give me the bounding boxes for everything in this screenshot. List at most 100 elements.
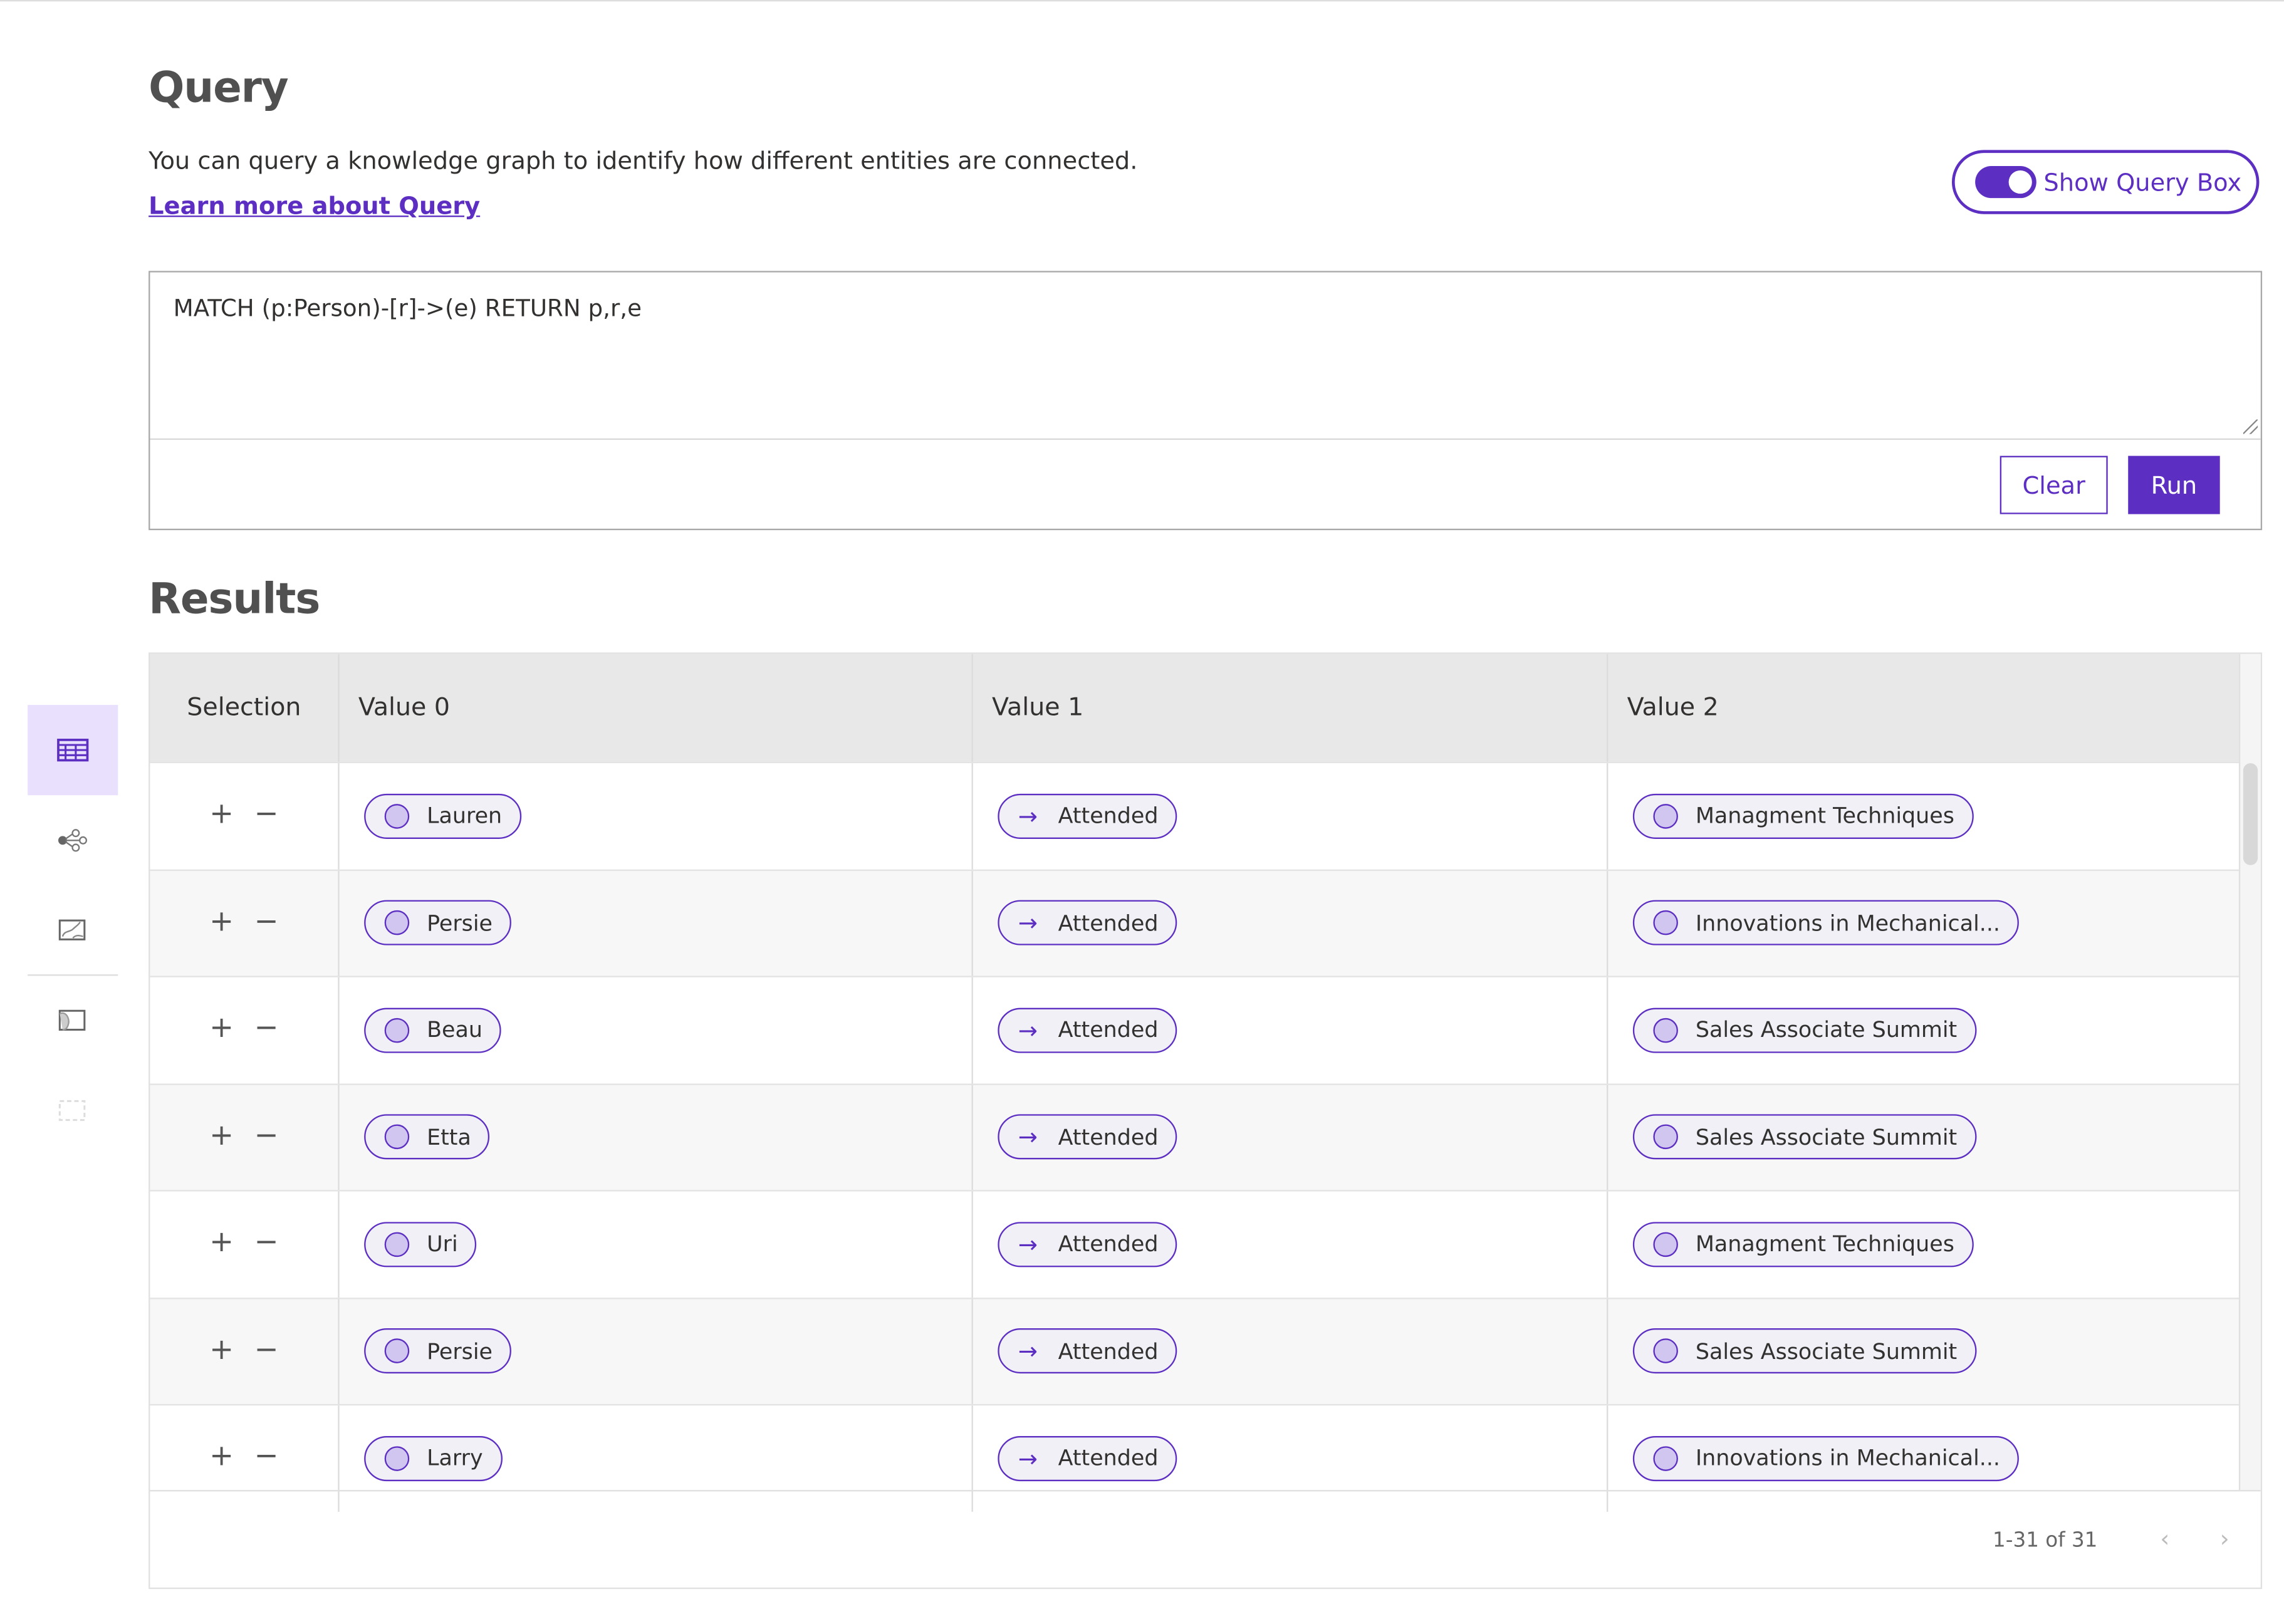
relationship-pill[interactable]: → Attended <box>998 793 1177 839</box>
entity-label: Innovations in Mechanical... <box>1695 1445 2001 1472</box>
column-header-value-1: Value 1 <box>973 653 1609 762</box>
add-selection-button[interactable]: + <box>209 1116 234 1152</box>
graph-icon <box>58 829 88 852</box>
add-selection-button[interactable]: + <box>209 1009 234 1045</box>
table-row: + − Etta → Attended Sales Associate Summi… <box>150 1083 2243 1190</box>
table-body: + − Lauren → Attended Managment Technique… <box>150 761 2243 1511</box>
relationship-pill[interactable]: → Attended <box>998 900 1177 946</box>
table-row: + − Larry → Attended Innovations in Mecha… <box>150 1403 2243 1511</box>
entity-pill[interactable]: Larry <box>364 1435 502 1481</box>
results-title: Results <box>149 573 320 623</box>
entity-pill[interactable]: Etta <box>364 1114 491 1160</box>
value-0-cell: Larry <box>340 1405 973 1511</box>
entity-pill[interactable]: Sales Associate Summit <box>1632 1114 1976 1160</box>
entity-node-icon <box>1653 1232 1678 1257</box>
arrow-right-icon: → <box>1018 802 1038 830</box>
sidebar-item-chart[interactable] <box>28 885 118 976</box>
entity-node-icon <box>384 803 410 829</box>
query-box: MATCH (p:Person)-[r]->(e) RETURN p,r,e C… <box>149 271 2263 531</box>
entity-label: Persie <box>427 910 493 937</box>
learn-more-link[interactable]: Learn more about Query <box>149 192 481 221</box>
remove-selection-button[interactable]: − <box>254 1009 279 1045</box>
table-row: + − Beau → Attended Sales Associate Summi… <box>150 976 2243 1083</box>
sidebar-item-map[interactable] <box>28 976 118 1066</box>
remove-selection-button[interactable]: − <box>254 795 279 831</box>
entity-pill[interactable]: Innovations in Mechanical... <box>1632 900 2020 946</box>
entity-label: Managment Techniques <box>1695 1231 1954 1257</box>
add-selection-button[interactable]: + <box>209 902 234 938</box>
selection-cell: + − <box>150 1191 340 1298</box>
entity-node-icon <box>384 1125 410 1150</box>
relationship-label: Attended <box>1058 803 1159 830</box>
entity-node-icon <box>384 1338 410 1364</box>
remove-selection-button[interactable]: − <box>254 1224 279 1259</box>
entity-node-icon <box>384 1445 410 1471</box>
map-icon <box>58 1009 86 1031</box>
value-0-cell: Etta <box>340 1084 973 1190</box>
relationship-pill[interactable]: → Attended <box>998 1435 1177 1481</box>
relationship-pill[interactable]: → Attended <box>998 1114 1177 1160</box>
resize-handle-icon[interactable] <box>2243 419 2258 434</box>
remove-selection-button[interactable]: − <box>254 1437 279 1473</box>
entity-pill[interactable]: Managment Techniques <box>1632 793 1974 839</box>
entity-node-icon <box>1653 1125 1678 1150</box>
column-header-selection: Selection <box>150 653 340 762</box>
pagination-info: 1-31 of 31 <box>1993 1529 2098 1553</box>
entity-pill[interactable]: Persie <box>364 900 512 946</box>
entity-pill[interactable]: Persie <box>364 1328 512 1374</box>
entity-pill[interactable]: Uri <box>364 1221 477 1267</box>
value-2-cell: Sales Associate Summit <box>1608 977 2243 1083</box>
relationship-label: Attended <box>1058 910 1159 937</box>
query-input[interactable]: MATCH (p:Person)-[r]->(e) RETURN p,r,e <box>150 273 2261 440</box>
next-page-icon[interactable]: › <box>2219 1524 2229 1553</box>
value-1-cell: → Attended <box>973 870 1609 976</box>
prev-page-icon[interactable]: ‹ <box>2160 1524 2170 1553</box>
relationship-pill[interactable]: → Attended <box>998 1007 1177 1053</box>
table-row: + − Lauren → Attended Managment Technique… <box>150 761 2243 869</box>
entity-label: Lauren <box>427 803 503 830</box>
remove-selection-button[interactable]: − <box>254 902 279 938</box>
entity-pill[interactable]: Beau <box>364 1007 502 1053</box>
add-selection-button[interactable]: + <box>209 1331 234 1366</box>
relationship-pill[interactable]: → Attended <box>998 1328 1177 1374</box>
entity-label: Larry <box>427 1445 483 1472</box>
entity-pill[interactable]: Sales Associate Summit <box>1632 1328 1976 1374</box>
remove-selection-button[interactable]: − <box>254 1116 279 1152</box>
entity-node-icon <box>1653 1018 1678 1043</box>
toggle-knob <box>2008 170 2032 194</box>
value-2-cell: Sales Associate Summit <box>1608 1085 2243 1190</box>
relationship-label: Attended <box>1058 1231 1159 1257</box>
relationship-label: Attended <box>1058 1017 1159 1043</box>
clear-button[interactable]: Clear <box>2000 455 2108 514</box>
map-disabled-icon <box>58 1100 86 1122</box>
sidebar-item-table[interactable] <box>28 705 118 796</box>
entity-pill[interactable]: Innovations in Mechanical... <box>1632 1435 2020 1481</box>
value-1-cell: → Attended <box>973 1191 1609 1298</box>
remove-selection-button[interactable]: − <box>254 1331 279 1366</box>
value-0-cell: Persie <box>340 870 973 976</box>
sidebar-item-graph[interactable] <box>28 795 118 885</box>
entity-label: Beau <box>427 1017 482 1043</box>
run-button[interactable]: Run <box>2128 455 2220 514</box>
entity-pill[interactable]: Managment Techniques <box>1632 1221 1974 1267</box>
value-1-cell: → Attended <box>973 977 1609 1083</box>
value-2-cell: Innovations in Mechanical... <box>1608 1405 2243 1511</box>
toggle-switch[interactable] <box>1975 166 2036 199</box>
entity-pill[interactable]: Sales Associate Summit <box>1632 1007 1976 1053</box>
table-scrollbar[interactable] <box>2238 653 2261 1491</box>
entity-node-icon <box>1653 1338 1678 1364</box>
selection-cell: + − <box>150 1298 340 1404</box>
add-selection-button[interactable]: + <box>209 1437 234 1473</box>
entity-pill[interactable]: Lauren <box>364 793 521 839</box>
arrow-right-icon: → <box>1018 1016 1038 1044</box>
arrow-right-icon: → <box>1018 1337 1038 1365</box>
scrollbar-thumb[interactable] <box>2243 763 2258 865</box>
results-table: Selection Value 0 Value 1 Value 2 + − La… <box>149 652 2263 1590</box>
show-query-box-toggle[interactable]: Show Query Box <box>1951 150 2260 214</box>
add-selection-button[interactable]: + <box>209 795 234 831</box>
sidebar-divider <box>28 974 118 976</box>
add-selection-button[interactable]: + <box>209 1224 234 1259</box>
value-0-cell: Lauren <box>340 763 973 869</box>
table-row: + − Persie → Attended Innovations in Mech… <box>150 868 2243 976</box>
relationship-pill[interactable]: → Attended <box>998 1221 1177 1267</box>
